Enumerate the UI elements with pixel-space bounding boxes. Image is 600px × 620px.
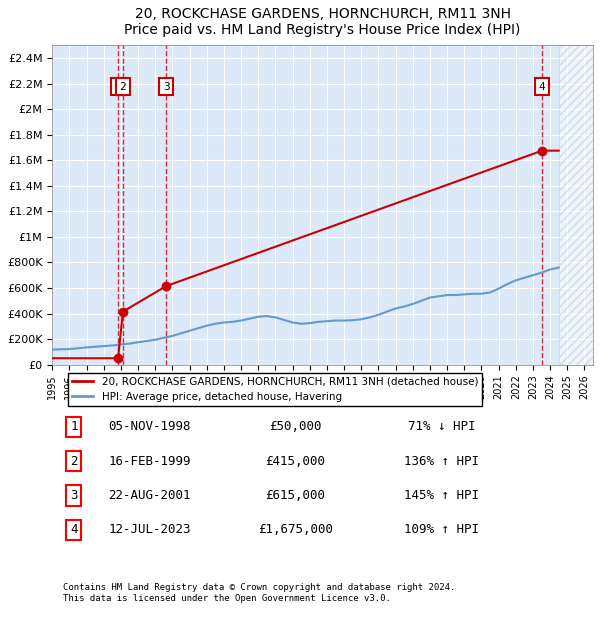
Text: 2: 2 bbox=[119, 82, 126, 92]
Text: 109% ↑ HPI: 109% ↑ HPI bbox=[404, 523, 479, 536]
Text: 3: 3 bbox=[70, 489, 77, 502]
Text: 05-NOV-1998: 05-NOV-1998 bbox=[108, 420, 191, 433]
Title: 20, ROCKCHASE GARDENS, HORNCHURCH, RM11 3NH
Price paid vs. HM Land Registry's Ho: 20, ROCKCHASE GARDENS, HORNCHURCH, RM11 … bbox=[124, 7, 521, 37]
Text: 2: 2 bbox=[70, 454, 77, 467]
Text: £50,000: £50,000 bbox=[269, 420, 322, 433]
Text: 1: 1 bbox=[115, 82, 121, 92]
Text: 16-FEB-1999: 16-FEB-1999 bbox=[108, 454, 191, 467]
Text: 136% ↑ HPI: 136% ↑ HPI bbox=[404, 454, 479, 467]
Text: 3: 3 bbox=[163, 82, 170, 92]
Text: £415,000: £415,000 bbox=[266, 454, 326, 467]
Legend: 20, ROCKCHASE GARDENS, HORNCHURCH, RM11 3NH (detached house), HPI: Average price: 20, ROCKCHASE GARDENS, HORNCHURCH, RM11 … bbox=[68, 373, 482, 406]
Text: 4: 4 bbox=[539, 82, 545, 92]
Text: 22-AUG-2001: 22-AUG-2001 bbox=[108, 489, 191, 502]
Bar bbox=[559, 45, 593, 365]
Text: 1: 1 bbox=[70, 420, 77, 433]
Text: 4: 4 bbox=[70, 523, 77, 536]
Text: 145% ↑ HPI: 145% ↑ HPI bbox=[404, 489, 479, 502]
Text: £615,000: £615,000 bbox=[266, 489, 326, 502]
Text: £1,675,000: £1,675,000 bbox=[258, 523, 333, 536]
Text: Contains HM Land Registry data © Crown copyright and database right 2024.
This d: Contains HM Land Registry data © Crown c… bbox=[63, 583, 455, 603]
Text: 71% ↓ HPI: 71% ↓ HPI bbox=[408, 420, 475, 433]
Text: 12-JUL-2023: 12-JUL-2023 bbox=[108, 523, 191, 536]
